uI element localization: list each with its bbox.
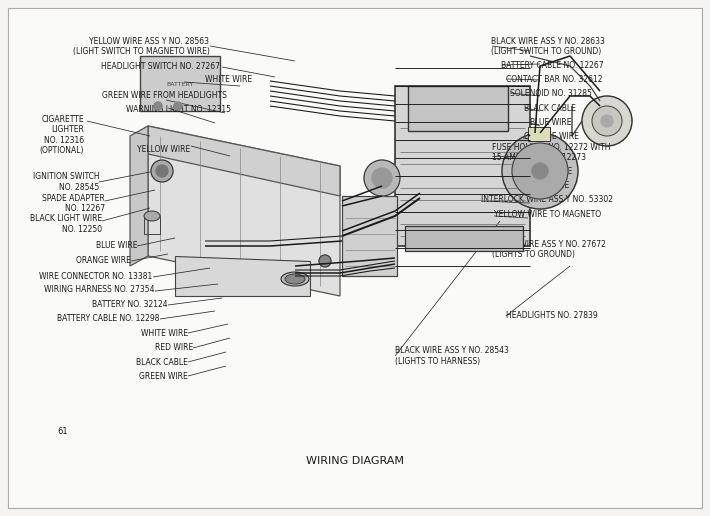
Bar bbox=[528, 127, 550, 141]
Text: SPADE ADAPTER
NO. 12267: SPADE ADAPTER NO. 12267 bbox=[43, 194, 105, 213]
Circle shape bbox=[592, 106, 622, 136]
Text: BLACK WIRE ASS Y NO. 27672
(LIGHTS TO GROUND): BLACK WIRE ASS Y NO. 27672 (LIGHTS TO GR… bbox=[492, 240, 606, 260]
Text: WIRE CONNECTOR NO. 13381: WIRE CONNECTOR NO. 13381 bbox=[39, 271, 153, 281]
Text: BLACK LIGHT WIRE
NO. 12250: BLACK LIGHT WIRE NO. 12250 bbox=[30, 214, 102, 234]
Polygon shape bbox=[175, 256, 310, 296]
Bar bbox=[405, 226, 523, 251]
Circle shape bbox=[151, 160, 173, 182]
Text: BLUE WIRE: BLUE WIRE bbox=[96, 241, 137, 250]
Circle shape bbox=[174, 102, 182, 110]
Text: GREEN WIRE FROM HEADLIGHTS: GREEN WIRE FROM HEADLIGHTS bbox=[102, 91, 227, 100]
Text: WIRING HARNESS NO. 27354: WIRING HARNESS NO. 27354 bbox=[44, 285, 155, 295]
Text: WARNING LIGHT NO. 12315: WARNING LIGHT NO. 12315 bbox=[126, 105, 231, 114]
Circle shape bbox=[364, 160, 400, 196]
Text: BATTERY: BATTERY bbox=[166, 82, 194, 87]
Bar bbox=[408, 86, 508, 131]
Circle shape bbox=[601, 115, 613, 127]
Polygon shape bbox=[148, 126, 340, 296]
Text: YELLOW WIRE TO MAGNETO: YELLOW WIRE TO MAGNETO bbox=[494, 209, 601, 219]
Text: INTERLOCK WIRE ASS Y NO. 53302: INTERLOCK WIRE ASS Y NO. 53302 bbox=[481, 195, 613, 204]
Text: WHITE WIRE: WHITE WIRE bbox=[205, 75, 252, 85]
Text: CIGARETTE
LIGHTER
NO. 12316
(OPTIONAL): CIGARETTE LIGHTER NO. 12316 (OPTIONAL) bbox=[39, 115, 84, 155]
Text: BLACK WIRE ASS Y NO. 28633
(LIGHT SWITCH TO GROUND): BLACK WIRE ASS Y NO. 28633 (LIGHT SWITCH… bbox=[491, 37, 605, 56]
Circle shape bbox=[372, 168, 392, 188]
Text: IGNITION SWITCH
NO. 28545: IGNITION SWITCH NO. 28545 bbox=[33, 172, 99, 192]
Polygon shape bbox=[130, 126, 148, 266]
Text: WIRING DIAGRAM: WIRING DIAGRAM bbox=[306, 456, 404, 466]
Circle shape bbox=[319, 255, 331, 267]
Text: BLACK CABLE: BLACK CABLE bbox=[524, 104, 576, 113]
Circle shape bbox=[154, 102, 162, 110]
Text: BATTERY CABLE NO. 12267: BATTERY CABLE NO. 12267 bbox=[501, 61, 604, 70]
Text: BATTERY NO. 32124: BATTERY NO. 32124 bbox=[92, 300, 168, 309]
Text: FUSE HOLDER NO. 12272 WITH
15 AMP. FUSE NO. 12273: FUSE HOLDER NO. 12272 WITH 15 AMP. FUSE … bbox=[492, 143, 611, 163]
Text: WHITE WIRE: WHITE WIRE bbox=[141, 329, 188, 338]
Text: HEADLIGHT SWITCH NO. 27267: HEADLIGHT SWITCH NO. 27267 bbox=[101, 61, 220, 71]
Text: SOLENOID NO. 31285: SOLENOID NO. 31285 bbox=[510, 89, 591, 99]
Text: BLACK CABLE: BLACK CABLE bbox=[136, 358, 188, 367]
Ellipse shape bbox=[281, 272, 309, 286]
Bar bbox=[140, 56, 220, 111]
Text: ORANGE WIRE: ORANGE WIRE bbox=[524, 132, 579, 141]
Text: RED WIRE: RED WIRE bbox=[531, 181, 569, 190]
Text: GREEN WIRE: GREEN WIRE bbox=[139, 372, 188, 381]
Bar bbox=[342, 196, 397, 276]
Text: YELLOW WIRE ASS Y NO. 28563
(LIGHT SWITCH TO MAGNETO WIRE): YELLOW WIRE ASS Y NO. 28563 (LIGHT SWITC… bbox=[72, 37, 209, 56]
Text: CONTACT BAR NO. 32612: CONTACT BAR NO. 32612 bbox=[506, 75, 603, 85]
Text: BLACK WIRE ASS Y NO. 28543
(LIGHTS TO HARNESS): BLACK WIRE ASS Y NO. 28543 (LIGHTS TO HA… bbox=[395, 346, 509, 366]
Text: YELLOW WIRE: YELLOW WIRE bbox=[137, 145, 190, 154]
Text: HEADLIGHTS NO. 27839: HEADLIGHTS NO. 27839 bbox=[506, 311, 597, 320]
Circle shape bbox=[532, 163, 548, 179]
Circle shape bbox=[512, 143, 568, 199]
Circle shape bbox=[156, 165, 168, 177]
Text: BATTERY CABLE NO. 12298: BATTERY CABLE NO. 12298 bbox=[58, 314, 160, 324]
Text: ORANGE WIRE: ORANGE WIRE bbox=[76, 255, 131, 265]
Text: BLUE WIRE: BLUE WIRE bbox=[530, 118, 571, 127]
Bar bbox=[395, 86, 530, 246]
Ellipse shape bbox=[285, 274, 305, 284]
Text: BLACK WIRE: BLACK WIRE bbox=[525, 167, 572, 176]
Ellipse shape bbox=[144, 211, 160, 221]
Text: RED WIRE: RED WIRE bbox=[155, 343, 193, 352]
Text: 61: 61 bbox=[58, 427, 68, 436]
Polygon shape bbox=[148, 126, 340, 196]
Circle shape bbox=[502, 133, 578, 209]
Circle shape bbox=[582, 96, 632, 146]
